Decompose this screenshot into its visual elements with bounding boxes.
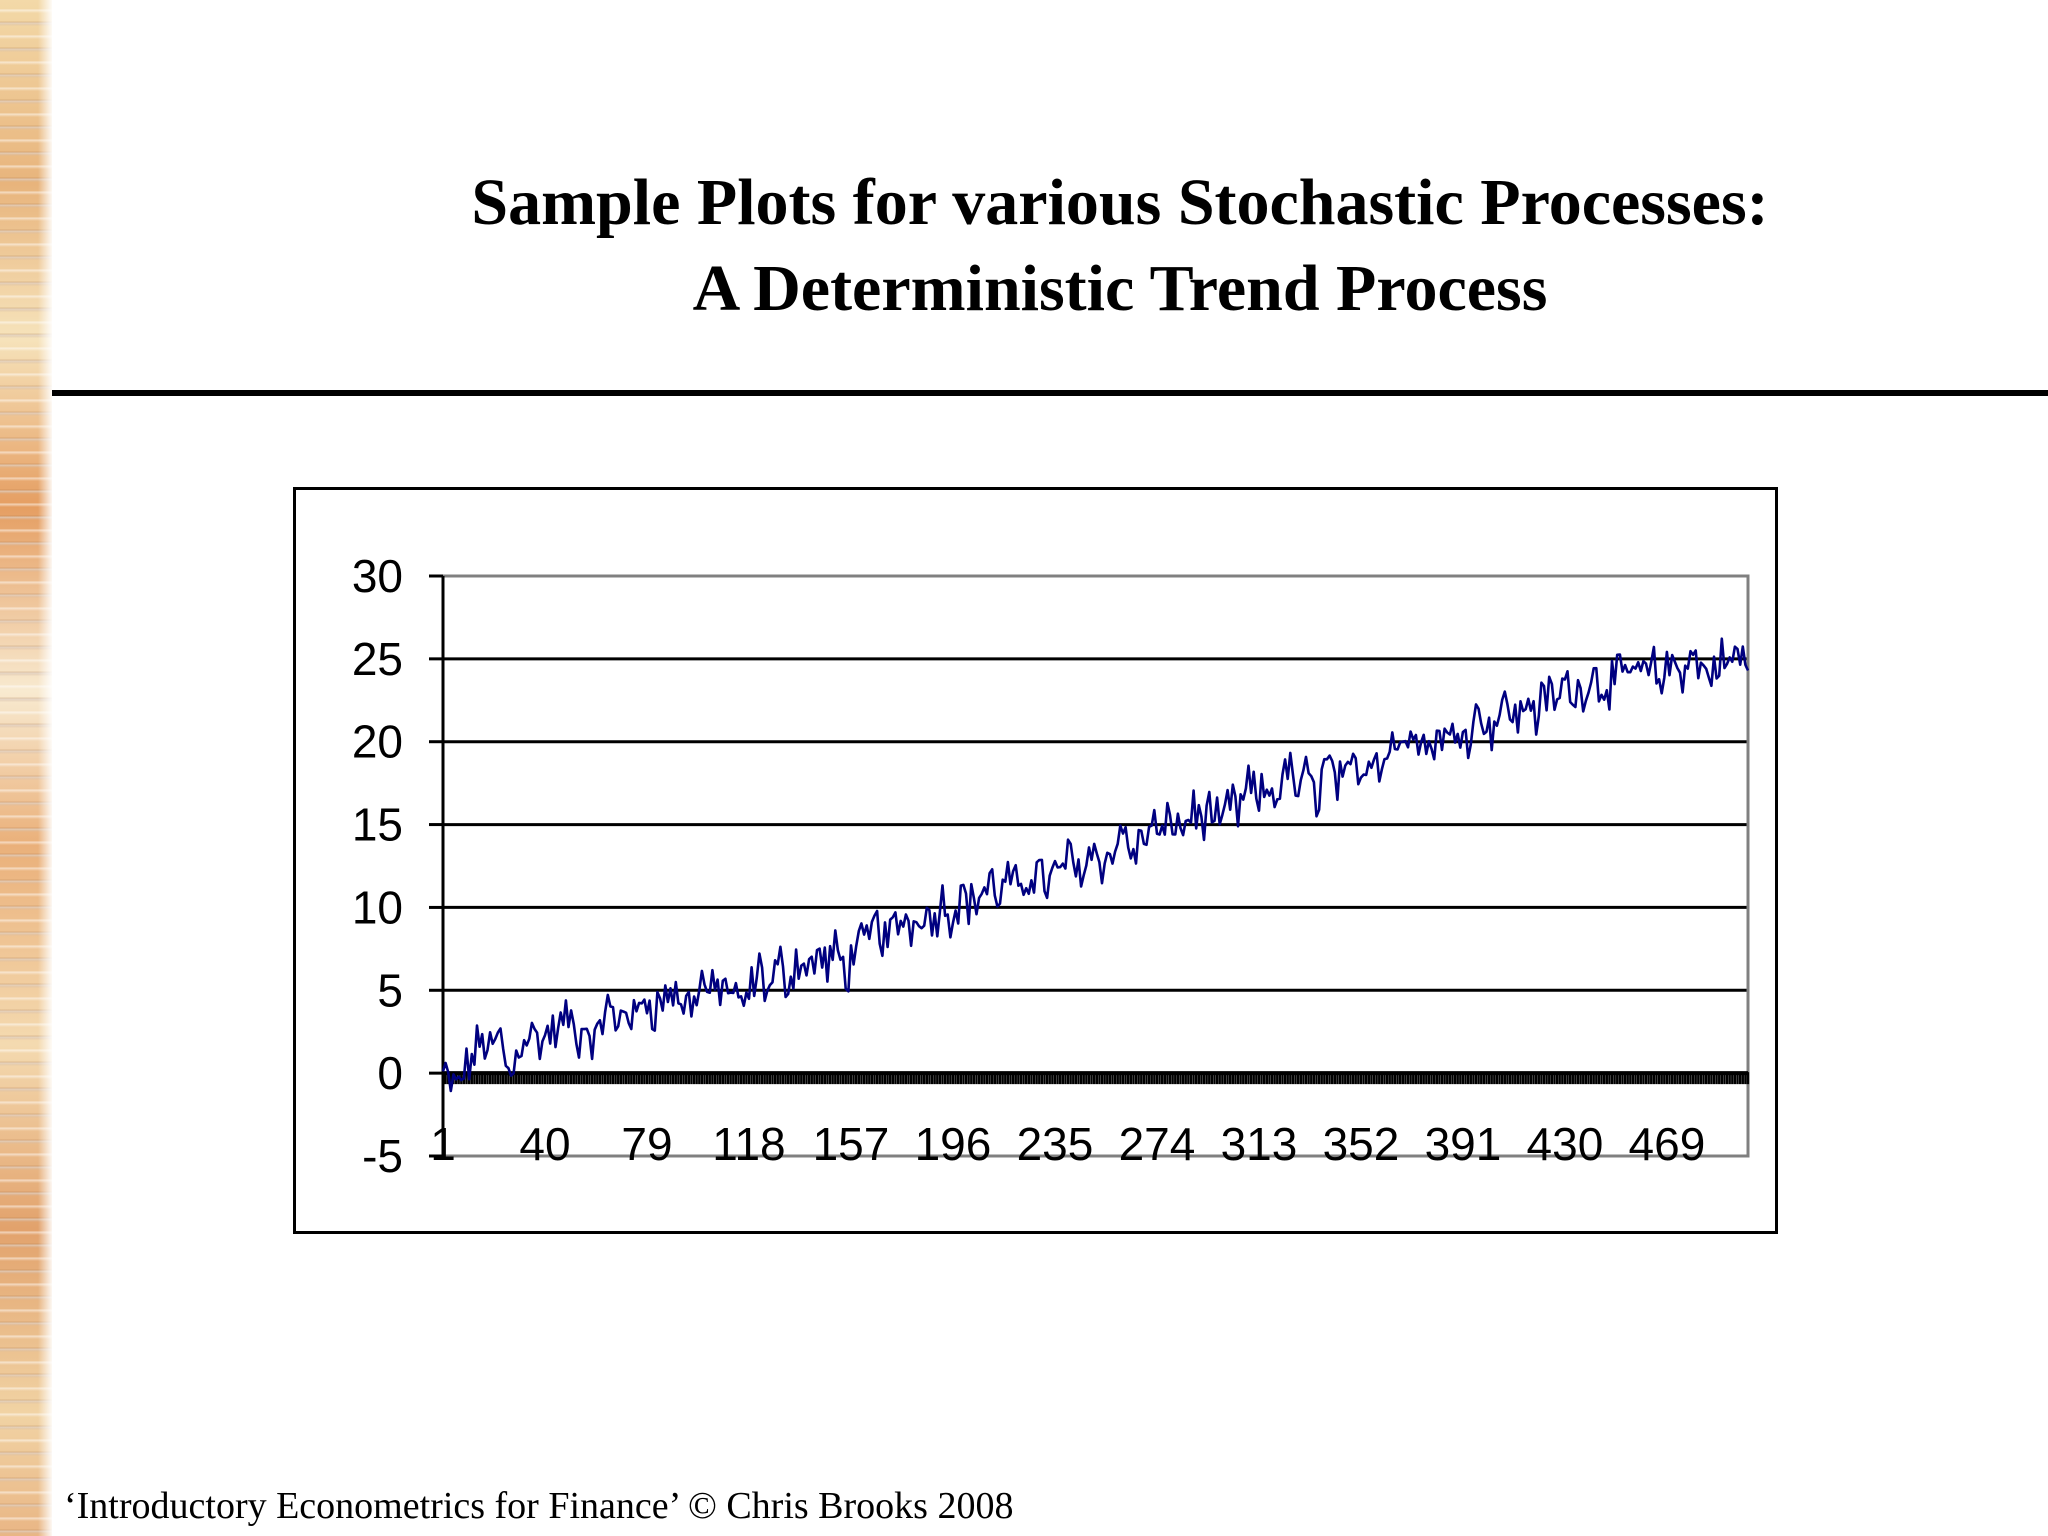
x-tick-label: 430 [1527,1118,1604,1170]
x-tick-label: 352 [1323,1118,1400,1170]
y-tick-label: 30 [352,550,403,602]
title-divider [52,390,2048,396]
slide-title: Sample Plots for various Stochastic Proc… [300,160,1940,332]
y-tick-label: -5 [362,1130,403,1182]
x-tick-label: 118 [712,1118,785,1170]
x-tick-label: 157 [813,1118,890,1170]
x-tick-label: 196 [915,1118,992,1170]
x-tick-label: 313 [1221,1118,1298,1170]
x-tick-label: 235 [1017,1118,1094,1170]
chart-frame: 30 25 20 15 10 5 0 -5 1 40 79 118 157 196 235 274 313 352… [293,487,1778,1234]
slide-footer: ‘Introductory Econometrics for Finance’ … [64,1485,1014,1527]
y-tick-label: 15 [352,799,403,851]
x-tick-label: 469 [1629,1118,1706,1170]
x-tick-label: 79 [621,1118,672,1170]
slide-title-line-1: Sample Plots for various Stochastic Proc… [471,166,1769,239]
x-tick-label: 1 [430,1118,456,1170]
x-tick-label: 274 [1119,1118,1196,1170]
y-tick-label: 10 [352,881,403,933]
y-tick-label: 25 [352,633,403,685]
y-tick-label: 20 [352,716,403,768]
slide-title-line-2: A Deterministic Trend Process [692,252,1548,325]
line-chart: 30 25 20 15 10 5 0 -5 1 40 79 118 157 196 235 274 313 352… [352,550,1750,1182]
x-tick-label: 391 [1425,1118,1502,1170]
decorative-side-strip [0,0,52,1536]
plot-area-border [441,574,1750,1158]
x-tick-label: 40 [519,1118,570,1170]
y-tick-label: 0 [377,1047,403,1099]
y-tick-label: 5 [377,964,403,1016]
series-line [441,637,1750,1093]
